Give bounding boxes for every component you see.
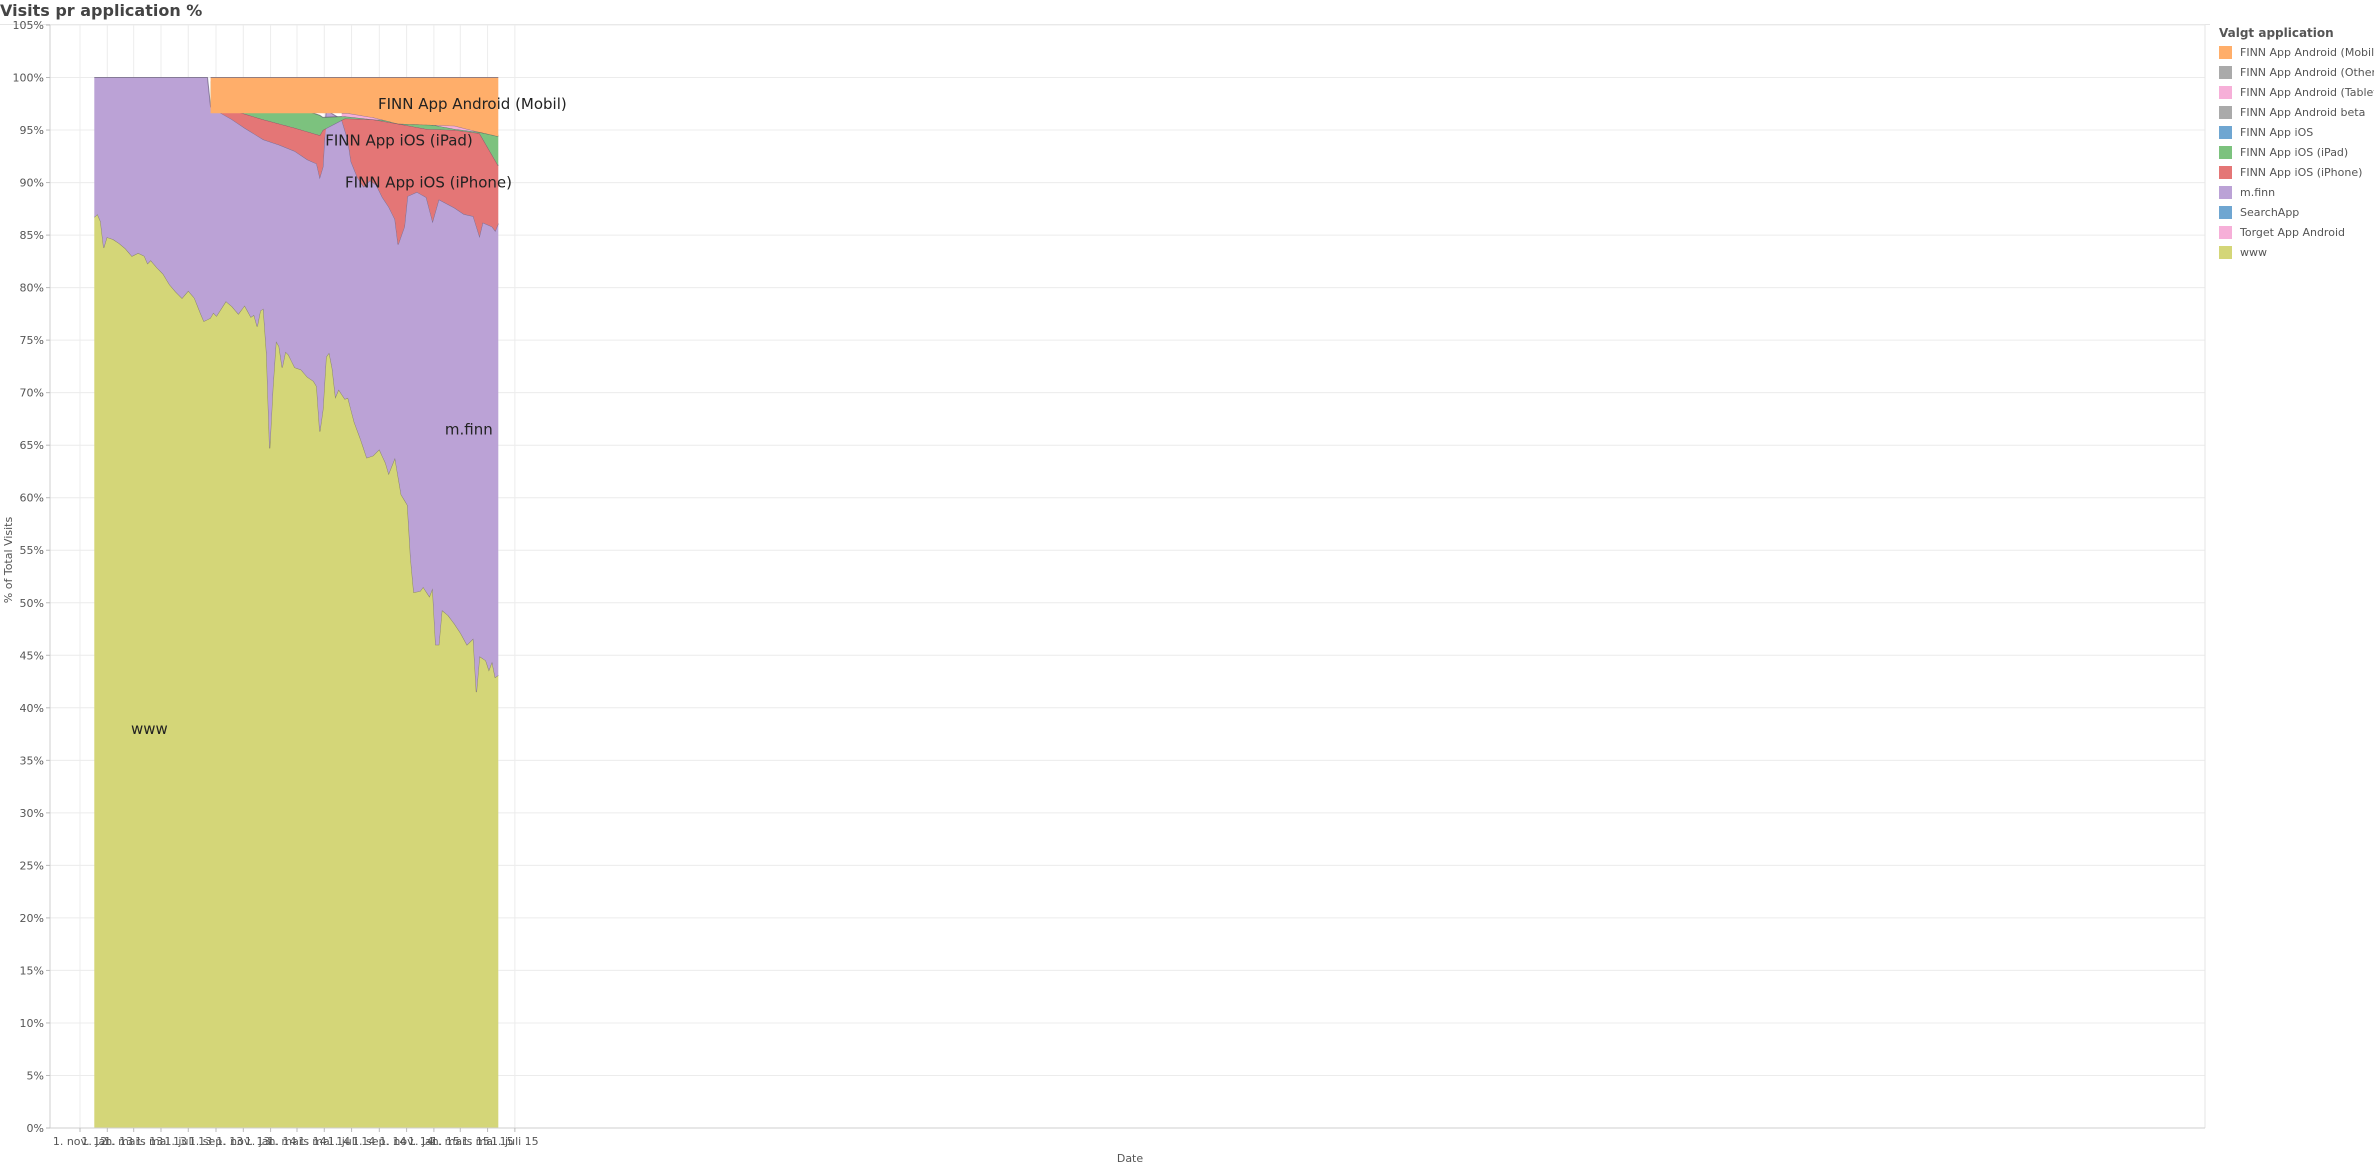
legend-item[interactable]: FINN App Android beta bbox=[2219, 102, 2374, 122]
legend-swatch bbox=[2219, 85, 2232, 99]
y-tick-label: 30% bbox=[20, 807, 44, 820]
x-tick-label: 1. mars 13 bbox=[104, 1135, 163, 1148]
x-tick-label: 1. nov. 12 bbox=[53, 1135, 107, 1148]
area-www bbox=[94, 214, 499, 1129]
legend-swatch bbox=[2219, 105, 2232, 119]
y-tick-label: 95% bbox=[20, 124, 44, 137]
legend-item[interactable]: FINN App iOS bbox=[2219, 122, 2374, 142]
legend-label: m.finn bbox=[2240, 185, 2276, 199]
area-m-finn bbox=[94, 77, 499, 693]
x-tick-label: 1. jan. 14 bbox=[245, 1135, 297, 1148]
y-tick-label: 10% bbox=[20, 1017, 44, 1030]
x-tick-label: 1. nov. 14 bbox=[379, 1135, 433, 1148]
x-axis-label: Date bbox=[1117, 1152, 1144, 1165]
legend-swatch bbox=[2219, 245, 2232, 259]
x-tick-label: 1. mars 14 bbox=[267, 1135, 326, 1148]
y-tick-label: 50% bbox=[20, 597, 44, 610]
y-tick-label: 75% bbox=[20, 334, 44, 347]
legend-item[interactable]: FINN App Android (Tablet) bbox=[2219, 82, 2374, 102]
legend-label: FINN App Android (Tablet) bbox=[2240, 85, 2374, 99]
y-tick-label: 15% bbox=[20, 964, 44, 977]
y-tick-label: 70% bbox=[20, 387, 44, 400]
legend-item[interactable]: FINN App iOS (iPad) bbox=[2219, 142, 2374, 162]
legend-swatch bbox=[2219, 185, 2232, 199]
y-tick-label: 90% bbox=[20, 177, 44, 190]
y-tick-label: 25% bbox=[20, 859, 44, 872]
x-tick-label: 1. juli 13 bbox=[164, 1135, 212, 1148]
x-tick-label: 1. nov. 13 bbox=[216, 1135, 270, 1148]
x-tick-label: 1. mai 13 bbox=[135, 1135, 187, 1148]
legend-item[interactable]: FINN App iOS (iPhone) bbox=[2219, 162, 2374, 182]
x-tick-label: 1. mars 15 bbox=[431, 1135, 490, 1148]
legend: Valgt application FINN App Android (Mobi… bbox=[2219, 26, 2374, 262]
legend-label: FINN App Android (Other) bbox=[2240, 65, 2374, 79]
area-finn-app-ios-iphone- bbox=[210, 102, 499, 245]
y-tick-label: 40% bbox=[20, 702, 44, 715]
y-tick-label: 20% bbox=[20, 912, 44, 925]
area-finn-app-android-mobil- bbox=[210, 77, 499, 137]
x-tick-label: 1. juli 14 bbox=[328, 1135, 376, 1148]
legend-swatch bbox=[2219, 205, 2232, 219]
legend-item[interactable]: m.finn bbox=[2219, 182, 2374, 202]
annotation-label: FINN App Android (Mobil) bbox=[378, 95, 567, 113]
legend-label: FINN App Android beta bbox=[2240, 105, 2366, 119]
legend-swatch bbox=[2219, 125, 2232, 139]
legend-label: FINN App Android (Mobil) bbox=[2240, 45, 2374, 59]
legend-label: Torget App Android bbox=[2240, 225, 2345, 239]
legend-swatch bbox=[2219, 225, 2232, 239]
legend-swatch bbox=[2219, 65, 2232, 79]
x-tick-label: 1. mai 14 bbox=[298, 1135, 350, 1148]
y-tick-label: 35% bbox=[20, 754, 44, 767]
annotation-label: m.finn bbox=[445, 420, 493, 438]
legend-title: Valgt application bbox=[2219, 26, 2334, 40]
legend-label: FINN App iOS (iPad) bbox=[2240, 145, 2349, 159]
y-tick-label: 55% bbox=[20, 544, 44, 557]
legend-label: SearchApp bbox=[2240, 205, 2300, 219]
annotation-label: FINN App iOS (iPad) bbox=[325, 132, 473, 150]
legend-item[interactable]: FINN App Android (Other) bbox=[2219, 62, 2374, 82]
y-tick-label: 65% bbox=[20, 439, 44, 452]
legend-item[interactable]: SearchApp bbox=[2219, 202, 2374, 222]
area-finn-app-android-tablet- bbox=[341, 113, 499, 137]
legend-swatch bbox=[2219, 145, 2232, 159]
x-tick-label: 1. mai 15 bbox=[462, 1135, 514, 1148]
y-tick-label: 60% bbox=[20, 492, 44, 505]
x-tick-label: 1. sep. 13 bbox=[189, 1135, 243, 1148]
y-tick-label: 105% bbox=[13, 19, 44, 32]
annotation-label: www bbox=[131, 720, 168, 738]
y-tick-label: 45% bbox=[20, 649, 44, 662]
y-axis-label: % of Total Visits bbox=[2, 517, 15, 604]
chart-title: Visits pr application % bbox=[0, 1, 203, 20]
y-tick-label: 100% bbox=[13, 72, 44, 85]
legend-swatch bbox=[2219, 165, 2232, 179]
x-tick-label: 1. sep. 14 bbox=[352, 1135, 406, 1148]
y-tick-label: 0% bbox=[27, 1122, 44, 1135]
y-tick-label: 5% bbox=[27, 1069, 44, 1082]
legend-item[interactable]: www bbox=[2219, 242, 2374, 262]
x-tick-label: 1. jan. 13 bbox=[81, 1135, 133, 1148]
y-tick-label: 85% bbox=[20, 229, 44, 242]
legend-swatch bbox=[2219, 45, 2232, 59]
x-tick-label: 1. jan. 15 bbox=[408, 1135, 460, 1148]
legend-label: FINN App iOS bbox=[2240, 125, 2314, 139]
x-tick-label: 1. juli 15 bbox=[491, 1135, 539, 1148]
legend-label: FINN App iOS (iPhone) bbox=[2240, 165, 2363, 179]
y-tick-label: 80% bbox=[20, 282, 44, 295]
legend-item[interactable]: FINN App Android (Mobil) bbox=[2219, 42, 2374, 62]
legend-item[interactable]: Torget App Android bbox=[2219, 222, 2374, 242]
legend-label: www bbox=[2240, 245, 2267, 259]
annotation-label: FINN App iOS (iPhone) bbox=[345, 174, 512, 192]
